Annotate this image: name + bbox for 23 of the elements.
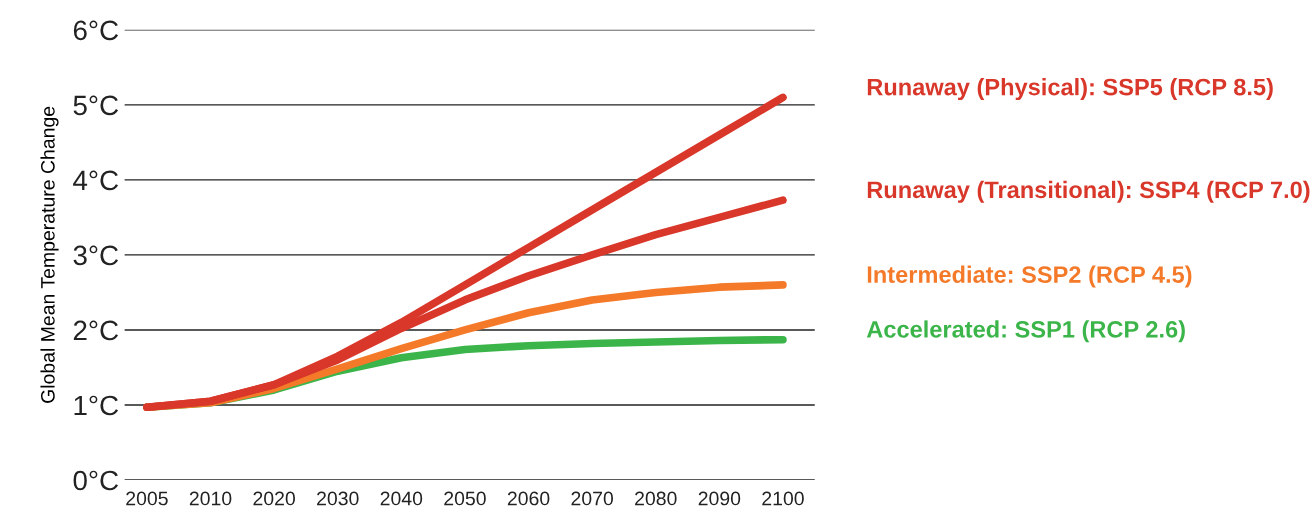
y-tick-label: 3°C (73, 245, 119, 266)
y-tick-label: 6°C (73, 20, 119, 41)
text: Runaway (Physical): SSP5 (RCP 8.5) (867, 78, 1273, 101)
text: Runaway (Transitional): SSP4 (RCP 7.0) (867, 180, 1310, 203)
x-tick-label: 2080 (635, 491, 677, 506)
x-tick-label: 2060 (507, 491, 550, 506)
y-axis-title: Global Mean Temperature Change (40, 106, 59, 403)
y-tick-label: 4°C (73, 170, 119, 191)
y-tick-label: 2°C (73, 320, 119, 341)
x-tick-label: 2100 (762, 491, 804, 506)
y-tick-label: 1°C (74, 395, 119, 416)
x-tick-label: 2030 (317, 491, 359, 506)
x-tick-label: 2050 (444, 491, 486, 506)
x-tick-label: 2040 (380, 491, 423, 506)
y-tick-label: 0°C (73, 470, 119, 491)
text: Accelerated: SSP1 (RCP 2.6) (866, 320, 1185, 343)
x-tick-label: 2090 (698, 491, 741, 506)
text: Intermediate: SSP2 (RCP 4.5) (867, 265, 1192, 288)
x-tick-label: 2005 (126, 491, 168, 506)
y-tick-label: 5°C (73, 95, 119, 116)
x-tick-label: 2070 (571, 491, 613, 506)
x-tick-label: 2010 (189, 491, 232, 506)
x-tick-label: 2020 (253, 491, 295, 506)
